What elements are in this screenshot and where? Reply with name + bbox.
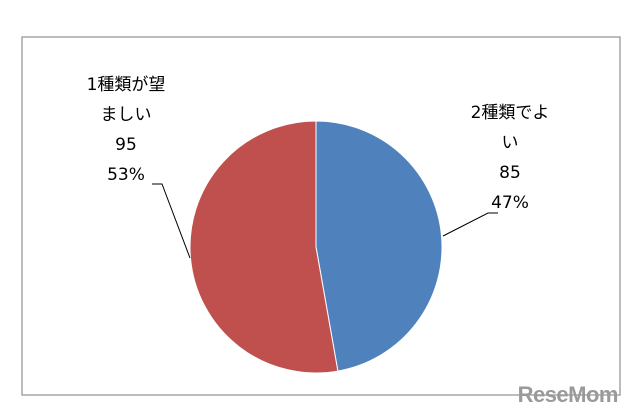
percent-label: 47%	[491, 193, 529, 213]
pie-slice	[189, 120, 339, 374]
pie	[189, 120, 443, 374]
slice-label: 2種類でよい 85 47%	[470, 98, 550, 218]
watermark: ReseMom	[517, 382, 619, 407]
percent-label: 53%	[107, 165, 145, 185]
category-label: 1種類が望ましい	[86, 75, 166, 125]
leader-line	[152, 183, 191, 259]
pie-slice	[315, 120, 443, 372]
value-label: 85	[499, 163, 521, 183]
leader-line	[442, 212, 498, 237]
category-label: 2種類でよい	[470, 103, 550, 153]
value-label: 95	[115, 135, 137, 155]
slice-label: 1種類が望ましい 95 53%	[86, 70, 166, 190]
